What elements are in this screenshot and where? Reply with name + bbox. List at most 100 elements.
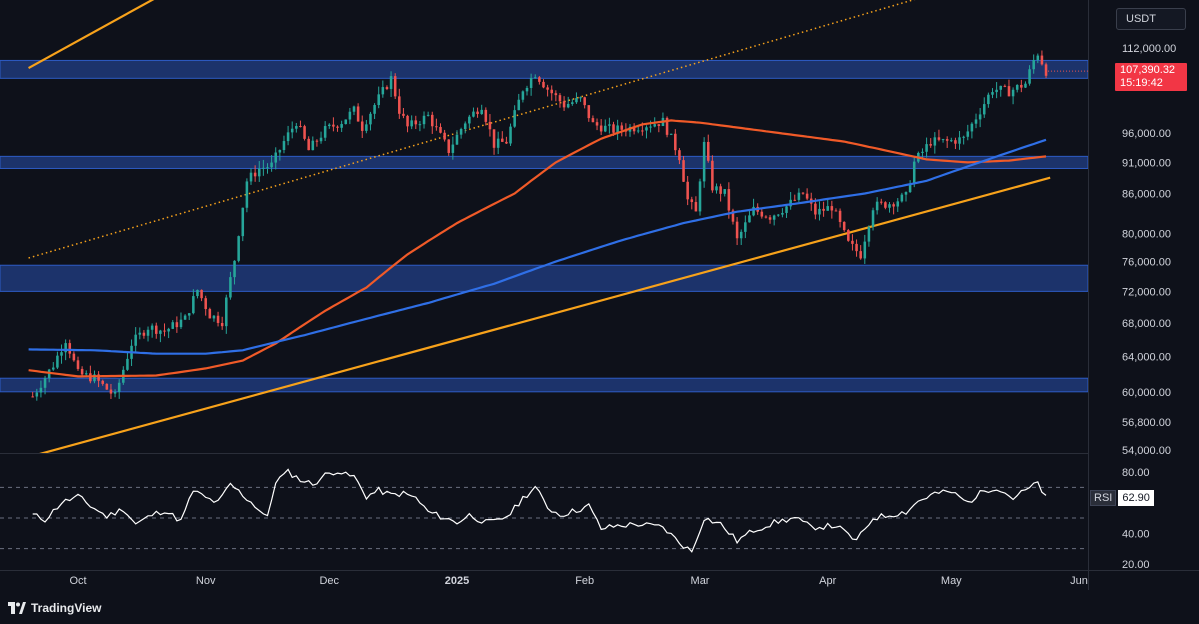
candle-body — [414, 120, 418, 125]
candle-body — [171, 322, 175, 329]
candle — [187, 312, 191, 321]
candle-body — [921, 151, 924, 153]
candle-body — [101, 380, 104, 384]
candle — [299, 120, 302, 128]
candle-body — [274, 152, 278, 163]
candle-body — [974, 119, 978, 124]
candle-body — [80, 368, 84, 375]
rsi-axis-label: 80.00 — [1122, 467, 1150, 479]
candle-body — [579, 97, 582, 99]
candle-body — [608, 124, 611, 126]
candle — [150, 323, 154, 338]
candle — [253, 165, 257, 182]
candle — [426, 111, 430, 117]
candle-body — [393, 76, 397, 97]
candle-body — [468, 116, 471, 124]
price-axis-label: 56,800.00 — [1122, 417, 1171, 429]
candle-body — [777, 214, 780, 216]
candle — [739, 229, 743, 245]
candle — [838, 208, 842, 228]
candle-body — [583, 97, 586, 106]
candle — [822, 201, 825, 217]
price-axis-label: 86,000.00 — [1122, 189, 1171, 201]
candle — [645, 125, 648, 139]
candle — [385, 85, 389, 91]
candle-body — [797, 192, 801, 200]
candle-body — [352, 106, 356, 112]
candle — [719, 183, 722, 202]
candle — [525, 85, 529, 96]
candle — [735, 217, 739, 246]
candle-body — [912, 161, 916, 184]
rsi-value-label: RSI 62.90 — [1090, 490, 1155, 506]
candle-body — [237, 236, 240, 261]
candle — [991, 88, 994, 99]
candle — [884, 201, 887, 210]
candle — [200, 289, 203, 302]
candle — [365, 119, 368, 134]
candle — [550, 85, 554, 101]
currency-selector[interactable]: USDT — [1116, 8, 1186, 30]
candle — [216, 311, 220, 327]
candle — [1036, 53, 1040, 64]
candle — [117, 379, 121, 399]
candle-body — [871, 210, 875, 227]
candle-body — [814, 203, 817, 215]
tradingview-brand[interactable]: TradingView — [8, 599, 101, 617]
candle — [805, 188, 809, 201]
candle-body — [723, 189, 727, 194]
candle — [1007, 79, 1011, 97]
candle — [690, 196, 694, 210]
candle-body — [311, 140, 315, 151]
candle-body — [612, 124, 615, 133]
rsi-name: RSI — [1090, 490, 1117, 506]
candle — [455, 130, 459, 146]
candle — [89, 365, 92, 384]
candle — [830, 200, 834, 219]
candle-body — [855, 243, 858, 252]
candle — [603, 119, 607, 133]
candle-body — [715, 186, 718, 191]
candle-body — [323, 126, 327, 138]
trendline-1 — [39, 176, 1051, 453]
candle — [966, 124, 970, 141]
candle — [562, 96, 566, 111]
candle — [468, 114, 471, 129]
trendline-0 — [28, 0, 155, 69]
candle — [113, 389, 117, 398]
candle — [443, 129, 446, 142]
price-plot — [0, 0, 1088, 453]
candle — [80, 366, 84, 376]
candle-body — [505, 141, 508, 144]
candle-body — [694, 202, 698, 212]
candle — [208, 307, 212, 319]
candle-body — [842, 221, 846, 231]
candle-body — [781, 212, 784, 215]
candle — [101, 379, 104, 386]
candle — [496, 131, 500, 155]
candle-body — [562, 101, 566, 108]
candle — [1003, 84, 1007, 88]
candle-body — [752, 206, 755, 216]
candle-body — [933, 137, 937, 146]
candle-body — [249, 172, 253, 182]
candle — [398, 88, 401, 119]
candle-body — [373, 105, 376, 114]
candle-body — [867, 226, 871, 242]
candle — [867, 225, 871, 247]
candle — [105, 383, 109, 390]
candle — [472, 107, 475, 118]
candle — [315, 139, 319, 147]
candle-body — [332, 124, 335, 127]
candle — [558, 93, 562, 108]
candle-body — [764, 216, 768, 218]
price-axis-label: 91,000.00 — [1122, 157, 1171, 169]
candle — [533, 74, 537, 79]
time-axis-label: Apr — [819, 575, 836, 587]
time-axis-label: May — [941, 575, 962, 587]
candle-body — [727, 189, 731, 211]
candle — [847, 228, 850, 242]
candle — [760, 208, 764, 219]
